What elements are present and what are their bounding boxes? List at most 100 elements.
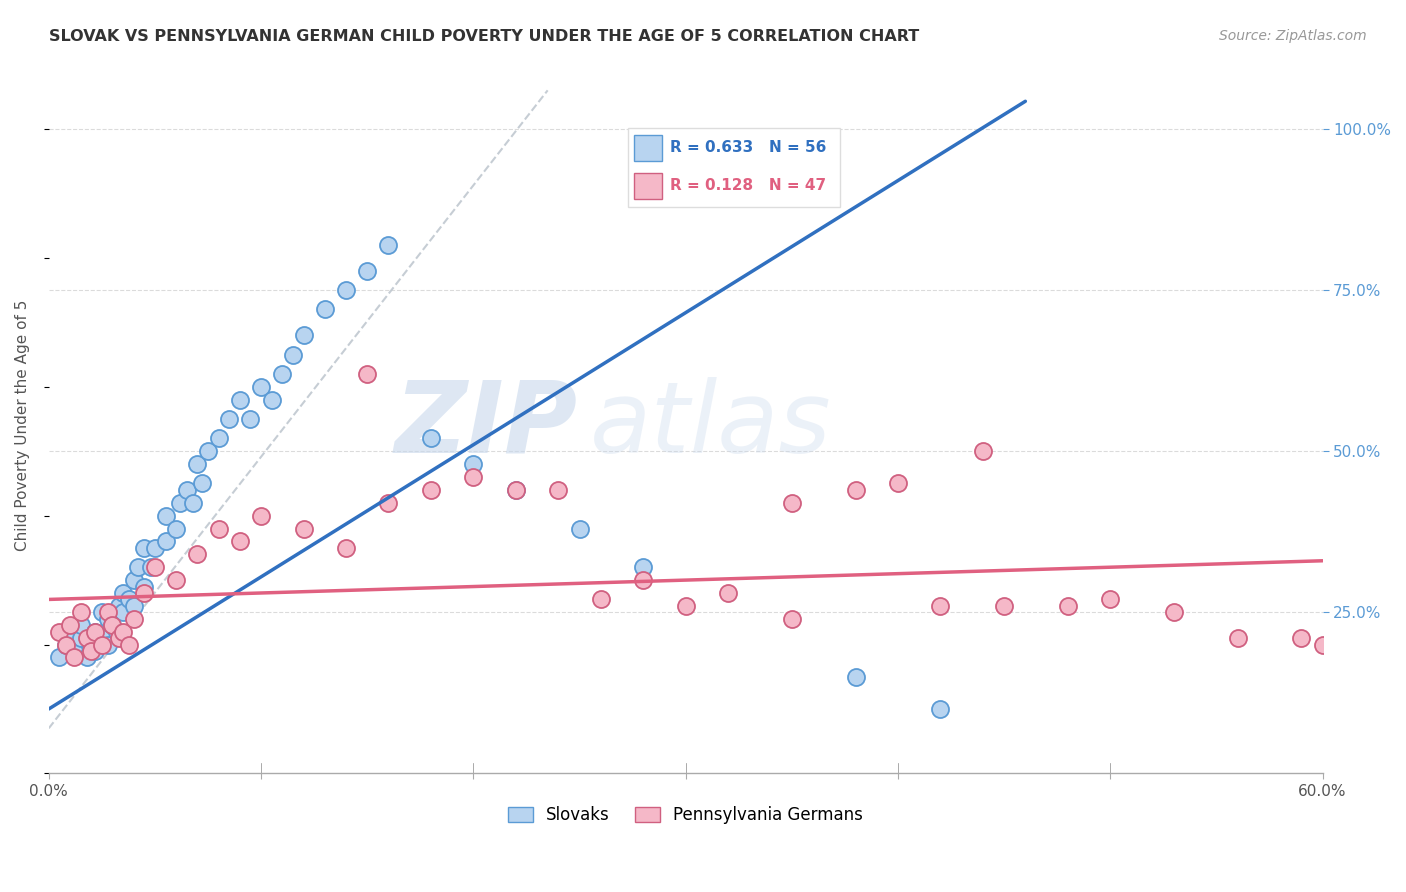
Slovaks	[314, 302, 336, 317]
Slovaks	[568, 522, 591, 536]
Pennsylvania Germans	[335, 541, 357, 555]
Slovaks	[197, 444, 219, 458]
Slovaks	[127, 560, 149, 574]
Pennsylvania Germans	[844, 483, 866, 497]
Slovaks	[118, 592, 141, 607]
Pennsylvania Germans	[55, 638, 77, 652]
Slovaks	[419, 431, 441, 445]
Slovaks	[218, 412, 240, 426]
Pennsylvania Germans	[101, 618, 124, 632]
Slovaks	[377, 238, 399, 252]
Pennsylvania Germans	[887, 476, 910, 491]
Text: Source: ZipAtlas.com: Source: ZipAtlas.com	[1219, 29, 1367, 44]
Pennsylvania Germans	[631, 573, 654, 587]
Slovaks	[292, 328, 315, 343]
Slovaks	[844, 670, 866, 684]
Slovaks	[155, 508, 177, 523]
Slovaks	[165, 522, 187, 536]
Slovaks	[122, 599, 145, 613]
Pennsylvania Germans	[547, 483, 569, 497]
Slovaks	[155, 534, 177, 549]
Pennsylvania Germans	[63, 650, 86, 665]
Slovaks	[84, 624, 107, 639]
Slovaks	[59, 624, 82, 639]
Pennsylvania Germans	[972, 444, 994, 458]
Slovaks	[63, 644, 86, 658]
Pennsylvania Germans	[250, 508, 273, 523]
Bar	[634, 173, 662, 199]
Slovaks	[48, 650, 70, 665]
Pennsylvania Germans	[48, 624, 70, 639]
Slovaks	[335, 283, 357, 297]
Pennsylvania Germans	[780, 612, 803, 626]
Pennsylvania Germans	[108, 631, 131, 645]
Slovaks	[271, 367, 294, 381]
Slovaks	[69, 618, 91, 632]
Slovaks	[84, 644, 107, 658]
Slovaks	[463, 457, 485, 471]
FancyBboxPatch shape	[628, 128, 841, 207]
Pennsylvania Germans	[207, 522, 229, 536]
Slovaks	[101, 618, 124, 632]
Slovaks	[112, 586, 135, 600]
Slovaks	[69, 631, 91, 645]
Pennsylvania Germans	[97, 605, 120, 619]
Slovaks	[505, 483, 527, 497]
Pennsylvania Germans	[589, 592, 612, 607]
Slovaks	[108, 599, 131, 613]
Pennsylvania Germans	[90, 638, 112, 652]
Pennsylvania Germans	[229, 534, 252, 549]
Slovaks	[186, 457, 208, 471]
Slovaks	[229, 392, 252, 407]
Pennsylvania Germans	[1226, 631, 1249, 645]
Pennsylvania Germans	[377, 496, 399, 510]
Slovaks	[134, 541, 156, 555]
Slovaks	[76, 650, 98, 665]
Slovaks	[260, 392, 283, 407]
Pennsylvania Germans	[1312, 638, 1334, 652]
Bar	[634, 135, 662, 161]
Pennsylvania Germans	[1056, 599, 1078, 613]
Slovaks	[90, 631, 112, 645]
Pennsylvania Germans	[717, 586, 740, 600]
Slovaks	[239, 412, 262, 426]
Pennsylvania Germans	[929, 599, 952, 613]
Slovaks	[169, 496, 191, 510]
Slovaks	[55, 638, 77, 652]
Pennsylvania Germans	[122, 612, 145, 626]
Y-axis label: Child Poverty Under the Age of 5: Child Poverty Under the Age of 5	[15, 300, 30, 551]
Pennsylvania Germans	[80, 644, 103, 658]
Slovaks	[139, 560, 162, 574]
Slovaks	[250, 380, 273, 394]
Pennsylvania Germans	[356, 367, 378, 381]
Slovaks	[181, 496, 204, 510]
Slovaks	[207, 431, 229, 445]
Slovaks	[176, 483, 198, 497]
Slovaks	[143, 541, 166, 555]
Text: ZIP: ZIP	[395, 377, 578, 474]
Slovaks	[122, 573, 145, 587]
Pennsylvania Germans	[76, 631, 98, 645]
Slovaks	[356, 264, 378, 278]
Slovaks	[631, 560, 654, 574]
Slovaks	[134, 580, 156, 594]
Pennsylvania Germans	[118, 638, 141, 652]
Pennsylvania Germans	[134, 586, 156, 600]
Text: atlas: atlas	[591, 377, 832, 474]
Text: R = 0.128   N = 47: R = 0.128 N = 47	[671, 178, 827, 194]
Slovaks	[97, 638, 120, 652]
Slovaks	[105, 624, 128, 639]
Pennsylvania Germans	[1291, 631, 1313, 645]
Pennsylvania Germans	[84, 624, 107, 639]
Pennsylvania Germans	[143, 560, 166, 574]
Slovaks	[112, 605, 135, 619]
Slovaks	[190, 476, 212, 491]
Slovaks	[929, 702, 952, 716]
Pennsylvania Germans	[186, 547, 208, 561]
Pennsylvania Germans	[993, 599, 1015, 613]
Pennsylvania Germans	[463, 470, 485, 484]
Pennsylvania Germans	[675, 599, 697, 613]
Pennsylvania Germans	[1099, 592, 1122, 607]
Pennsylvania Germans	[165, 573, 187, 587]
Pennsylvania Germans	[505, 483, 527, 497]
